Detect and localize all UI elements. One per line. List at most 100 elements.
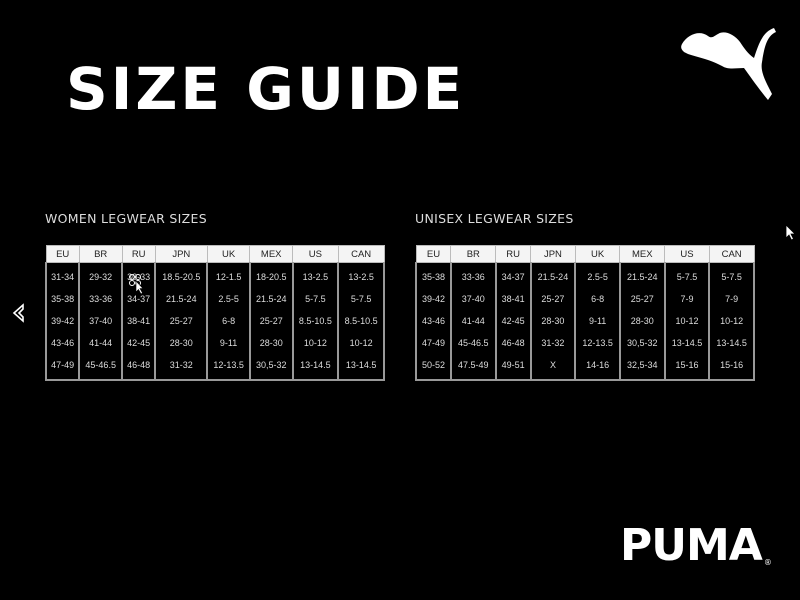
table-cell: 37-40 (78, 310, 123, 332)
table-cell: 12-1.5 (206, 262, 251, 288)
unisex-section-title: UNISEX LEGWEAR SIZES (415, 211, 574, 226)
table-cell: 5-7.5 (337, 288, 385, 310)
table-cell: 2.5-5 (206, 288, 251, 310)
table-cell: 13-14.5 (663, 332, 711, 354)
table-cell: 15-16 (708, 354, 755, 381)
table-cell: 38-41 (494, 288, 532, 310)
table-cell: 13-14.5 (291, 354, 340, 381)
table-cell: X (529, 354, 577, 381)
table-cell: 18.5-20.5 (154, 262, 209, 288)
puma-cat-logo (681, 28, 776, 100)
table-cell: 12-13.5 (206, 354, 251, 381)
table-cell: 6-8 (574, 288, 621, 310)
table-cell: 7-9 (708, 288, 755, 310)
table-cell: 47.5-49 (449, 354, 497, 381)
table-cell: 10-12 (337, 332, 385, 354)
table-cell: 28-30 (248, 332, 294, 354)
table-row: 39-42 37-40 38-41 25-27 6-8 25-27 7-9 7-9 (415, 288, 755, 310)
table-row: 43-46 41-44 42-45 28-30 9-11 28-30 10-12 10-12 (44, 332, 385, 354)
table-cell: 5-7.5 (663, 262, 711, 288)
puma-wordmark: PUMA (620, 520, 763, 571)
table-cell: 42-45 (120, 332, 157, 354)
table-cell: 25-27 (248, 310, 294, 332)
column-header-br: BR (78, 245, 123, 263)
unisex-size-table: EU BR RU JPN UK MEX US CAN 35-38 33-36 34-37 21.5-… (415, 245, 755, 381)
table-cell: 6-8 (206, 310, 251, 332)
table-cell: 9-11 (206, 332, 251, 354)
table-cell: 10-12 (663, 310, 711, 332)
table-cell: 10-12 (291, 332, 340, 354)
table-row: 35-38 33-36 34-37 21.5-24 2.5-5 21.5-24 5-7.5 5… (415, 262, 755, 288)
table-cell: 35-38 (44, 288, 81, 310)
table-cell: 31-34 (44, 262, 81, 288)
column-header-jpn: JPN (530, 245, 576, 263)
back-arrow-icon[interactable] (11, 303, 27, 323)
table-cell: 28-30 (154, 332, 209, 354)
table-cell: 21.5-24 (529, 262, 577, 288)
page-title: SIZE GUIDE (66, 55, 466, 123)
table-cell: 33-36 (78, 288, 123, 310)
table-cell: 10-12 (708, 310, 755, 332)
table-cell: 45-46.5 (449, 332, 497, 354)
table-row: 50-52 47.5-49 49-51 X 14-16 32,5-34 15-16 15-16 (415, 354, 755, 381)
table-cell: 13-2.5 (291, 262, 340, 288)
table-cell: 42-45 (494, 310, 532, 332)
table-cell: 15-16 (663, 354, 711, 381)
table-cell: 5-7.5 (291, 288, 340, 310)
table-cell: 50-52 (415, 354, 452, 381)
table-cell: 13-14.5 (337, 354, 385, 381)
column-header-can: CAN (708, 245, 755, 263)
column-header-jpn: JPN (154, 245, 208, 263)
column-header-mex: MEX (249, 245, 294, 263)
column-header-ru: RU (121, 245, 156, 263)
table-cell: 25-27 (618, 288, 666, 310)
table-cell: 21.5-24 (248, 288, 294, 310)
table-cell: 21.5-24 (154, 288, 209, 310)
column-header-eu: EU (45, 245, 80, 263)
table-cell: 46-48 (494, 332, 532, 354)
table-cell: 49-51 (494, 354, 532, 381)
table-cell: 43-46 (415, 310, 452, 332)
column-header-can: CAN (337, 245, 385, 263)
table-cell: 28-30 (618, 310, 666, 332)
table-cell: 45-46.5 (78, 354, 123, 381)
table-cell: 31-32 (154, 354, 209, 381)
table-cell: 35-38 (415, 262, 452, 288)
puma-brand: PUMA ® (620, 520, 772, 572)
table-cell: 14-16 (574, 354, 621, 381)
table-cell: 47-49 (44, 354, 81, 381)
table-cell: 25-27 (529, 288, 577, 310)
women-size-table: EU BR RU JPN UK MEX US CAN 31-34 29-32 30-33 18.5-… (44, 245, 385, 381)
table-cell: 34-37 (494, 262, 532, 288)
table-cell: 47-49 (415, 332, 452, 354)
table-cell: 13-2.5 (337, 262, 385, 288)
mouse-pointer-icon (785, 224, 796, 241)
table-cell: 28-30 (529, 310, 577, 332)
table-row: 31-34 29-32 30-33 18.5-20.5 12-1.5 18-20.5 13-… (44, 262, 385, 288)
table-cell: 39-42 (415, 288, 452, 310)
table-cell: 43-46 (44, 332, 81, 354)
table-cell: 33-36 (449, 262, 497, 288)
table-cell: 30,5-32 (618, 332, 666, 354)
table-cell: 18-20.5 (248, 262, 294, 288)
table-cell: 21.5-24 (618, 262, 666, 288)
column-header-uk: UK (574, 245, 621, 263)
table-cell: 32,5-34 (618, 354, 666, 381)
column-header-us: US (292, 245, 339, 263)
table-cell: 2.5-5 (574, 262, 621, 288)
table-cell: 7-9 (663, 288, 711, 310)
column-header-us: US (664, 245, 710, 263)
table-row: 35-38 33-36 34-37 21.5-24 2.5-5 21.5-24 5-7.5 5… (44, 288, 385, 310)
table-cell: 8.5-10.5 (337, 310, 385, 332)
column-header-uk: UK (206, 245, 251, 263)
table-cell: 29-32 (78, 262, 123, 288)
registered-mark: ® (763, 558, 772, 567)
table-header-row: EU BR RU JPN UK MEX US CAN (45, 245, 385, 263)
table-cell: 38-41 (120, 310, 157, 332)
column-header-br: BR (450, 245, 497, 263)
table-row: 39-42 37-40 38-41 25-27 6-8 25-27 8.5-10.5 8.5-… (44, 310, 385, 332)
table-cell: 46-48 (120, 354, 157, 381)
table-cell: 9-11 (574, 310, 621, 332)
table-cell: 37-40 (449, 288, 497, 310)
table-row: 47-49 45-46.5 46-48 31-32 12-13.5 30,5-32 13-1… (44, 354, 385, 381)
